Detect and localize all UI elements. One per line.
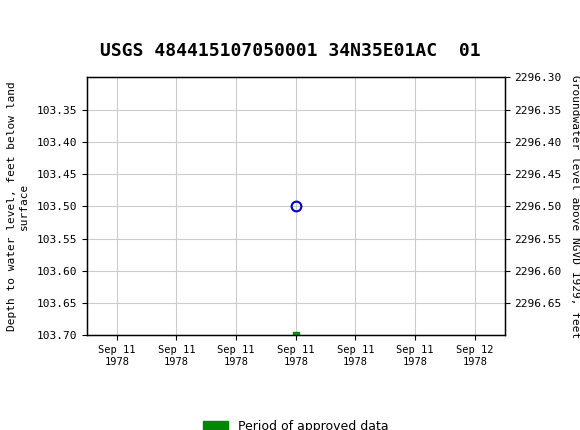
Legend: Period of approved data: Period of approved data [198, 415, 394, 430]
Y-axis label: Depth to water level, feet below land
surface: Depth to water level, feet below land su… [7, 82, 28, 331]
Text: USGS 484415107050001 34N35E01AC  01: USGS 484415107050001 34N35E01AC 01 [100, 42, 480, 60]
Text: ≋USGS: ≋USGS [12, 16, 70, 35]
Y-axis label: Groundwater level above NGVD 1929, feet: Groundwater level above NGVD 1929, feet [570, 75, 580, 338]
